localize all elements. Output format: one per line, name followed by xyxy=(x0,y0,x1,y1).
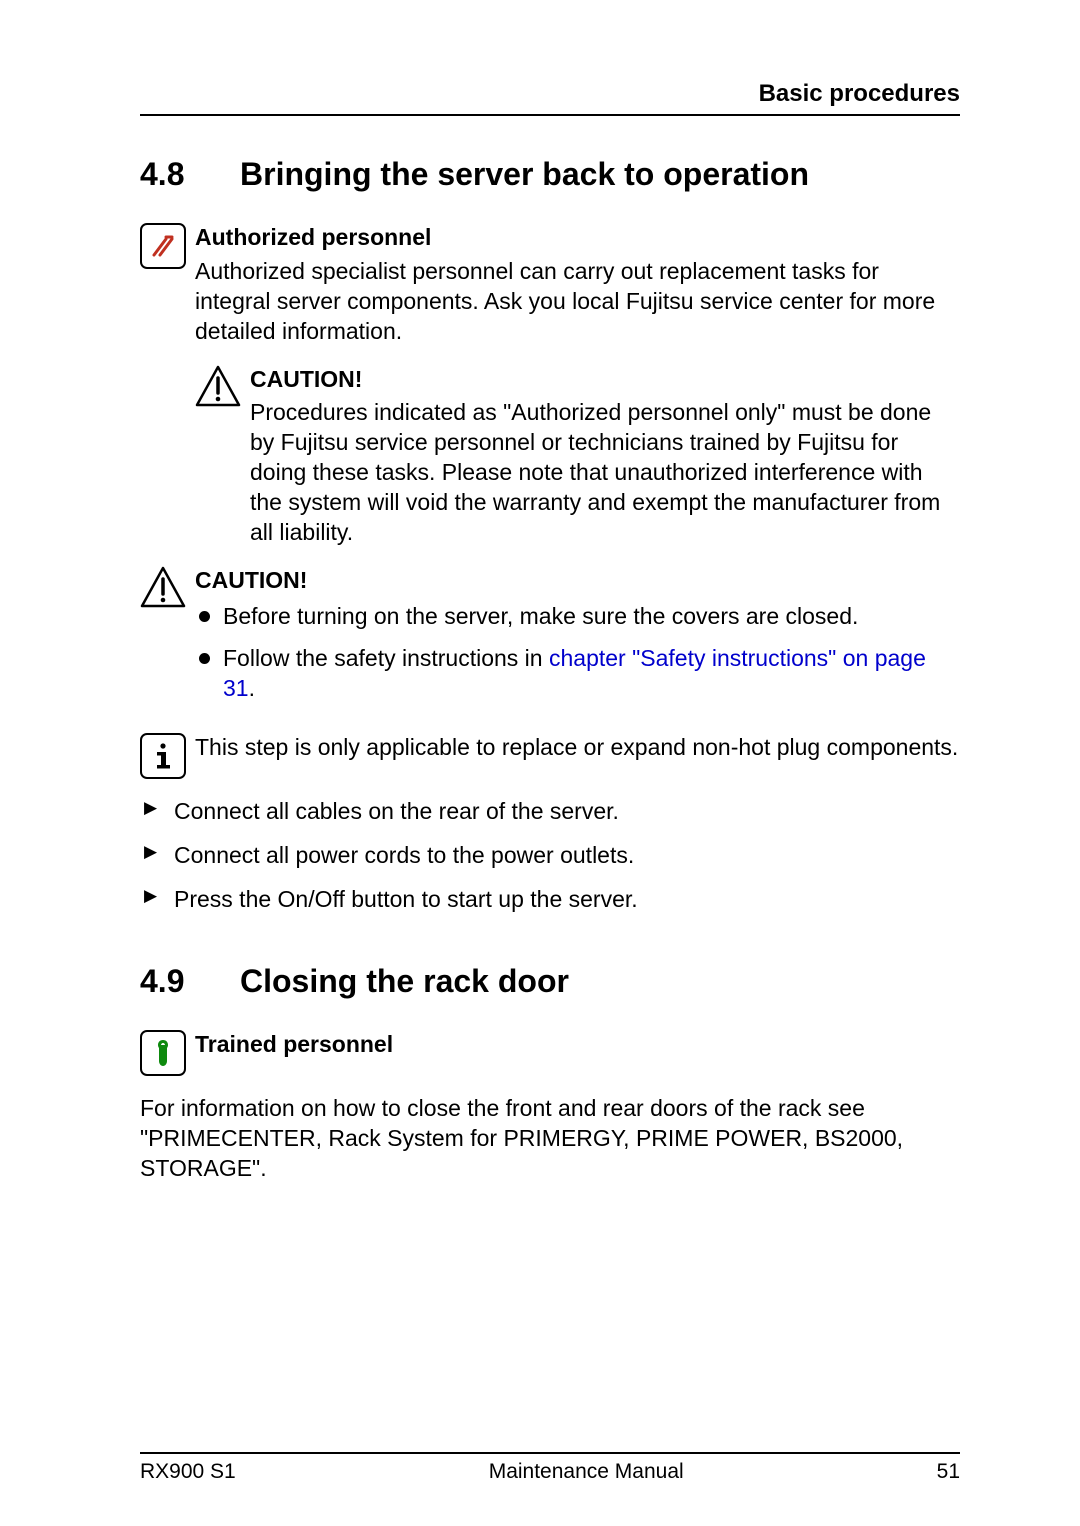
section-4-9-heading: 4.9 Closing the rack door xyxy=(140,963,960,1000)
authorized-body: Authorized specialist personnel can carr… xyxy=(195,257,960,347)
section-number: 4.9 xyxy=(140,963,240,1000)
section-number: 4.8 xyxy=(140,156,240,193)
step-1: Connect all cables on the rear of the se… xyxy=(140,797,960,827)
authorized-title: Authorized personnel xyxy=(195,223,960,253)
trained-title: Trained personnel xyxy=(195,1030,960,1060)
section-4-8-heading: 4.8 Bringing the server back to operatio… xyxy=(140,156,960,193)
step-2: Connect all power cords to the power out… xyxy=(140,841,960,871)
section-title: Bringing the server back to operation xyxy=(240,156,809,193)
caution2-bullet-1: Before turning on the server, make sure … xyxy=(195,602,960,632)
wrench-icon xyxy=(140,1030,186,1076)
caution-body-1: Procedures indicated as "Authorized pers… xyxy=(250,398,960,547)
caution-title-2: CAUTION! xyxy=(195,566,960,596)
page-footer: RX900 S1 Maintenance Manual 51 xyxy=(140,1452,960,1484)
footer-page-number: 51 xyxy=(937,1460,960,1484)
bullet2-prefix: Follow the safety instructions in xyxy=(223,645,549,671)
footer-left: RX900 S1 xyxy=(140,1460,236,1484)
info-body: This step is only applicable to replace … xyxy=(195,733,960,763)
caution2-bullet-2: Follow the safety instructions in chapte… xyxy=(195,644,960,704)
section-title: Closing the rack door xyxy=(240,963,569,1000)
caution-icon xyxy=(195,365,241,407)
section-4-9-body: For information on how to close the fron… xyxy=(140,1094,960,1184)
bullet2-suffix: . xyxy=(249,675,255,701)
footer-center: Maintenance Manual xyxy=(236,1460,937,1484)
caution-icon xyxy=(140,566,186,608)
step-3: Press the On/Off button to start up the … xyxy=(140,885,960,915)
caution-title-1: CAUTION! xyxy=(250,365,960,395)
page-header: Basic procedures xyxy=(140,80,960,116)
tools-icon xyxy=(140,223,186,269)
info-icon xyxy=(140,733,186,779)
